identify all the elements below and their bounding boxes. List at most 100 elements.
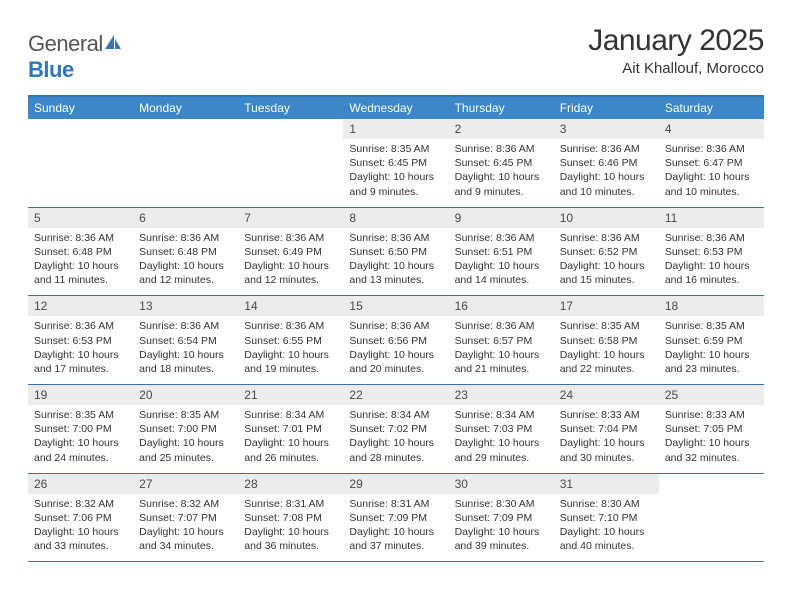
day-cell: 6Sunrise: 8:36 AMSunset: 6:48 PMDaylight… — [133, 208, 238, 296]
daylight-text: Daylight: 10 hours and 23 minutes. — [665, 348, 758, 376]
daylight-text: Daylight: 10 hours and 10 minutes. — [665, 170, 758, 198]
day-details: Sunrise: 8:36 AMSunset: 6:53 PMDaylight:… — [659, 231, 764, 288]
day-number: 9 — [449, 208, 554, 228]
sunrise-text: Sunrise: 8:35 AM — [139, 408, 232, 422]
day-details: Sunrise: 8:36 AMSunset: 6:48 PMDaylight:… — [133, 231, 238, 288]
daylight-text: Daylight: 10 hours and 11 minutes. — [34, 259, 127, 287]
daylight-text: Daylight: 10 hours and 39 minutes. — [455, 525, 548, 553]
sunrise-text: Sunrise: 8:31 AM — [349, 497, 442, 511]
day-details: Sunrise: 8:36 AMSunset: 6:57 PMDaylight:… — [449, 319, 554, 376]
day-cell: 28Sunrise: 8:31 AMSunset: 7:08 PMDayligh… — [238, 474, 343, 562]
day-cell: 19Sunrise: 8:35 AMSunset: 7:00 PMDayligh… — [28, 385, 133, 473]
sunrise-text: Sunrise: 8:34 AM — [244, 408, 337, 422]
day-number: 12 — [28, 296, 133, 316]
day-details: Sunrise: 8:36 AMSunset: 6:55 PMDaylight:… — [238, 319, 343, 376]
day-number: 8 — [343, 208, 448, 228]
day-details: Sunrise: 8:31 AMSunset: 7:08 PMDaylight:… — [238, 497, 343, 554]
day-number: 24 — [554, 385, 659, 405]
daylight-text: Daylight: 10 hours and 36 minutes. — [244, 525, 337, 553]
calendar: Sunday Monday Tuesday Wednesday Thursday… — [28, 95, 764, 562]
day-number: 5 — [28, 208, 133, 228]
day-cell: 24 Sunrise: 8:33 AMSunset: 7:04 PMDayligh… — [554, 385, 659, 473]
sunrise-text: Sunrise: 8:31 AM — [244, 497, 337, 511]
day-number: 30 — [449, 474, 554, 494]
day-number: 7 — [238, 208, 343, 228]
day-number: 21 — [238, 385, 343, 405]
daylight-text: Daylight: 10 hours and 16 minutes. — [665, 259, 758, 287]
daylight-text: Daylight: 10 hours and 10 minutes. — [560, 170, 653, 198]
logo: GeneralBlue — [28, 24, 123, 83]
sunrise-text: Sunrise: 8:36 AM — [349, 231, 442, 245]
sunset-text: Sunset: 7:00 PM — [139, 422, 232, 436]
week-row: 1Sunrise: 8:35 AMSunset: 6:45 PMDaylight… — [28, 119, 764, 208]
sunset-text: Sunset: 7:01 PM — [244, 422, 337, 436]
day-number: 20 — [133, 385, 238, 405]
sunset-text: Sunset: 7:09 PM — [455, 511, 548, 525]
day-cell: 21 Sunrise: 8:34 AMSunset: 7:01 PMDayligh… — [238, 385, 343, 473]
daylight-text: Daylight: 10 hours and 17 minutes. — [34, 348, 127, 376]
sunset-text: Sunset: 7:07 PM — [139, 511, 232, 525]
day-details: Sunrise: 8:34 AMSunset: 7:01 PMDaylight:… — [238, 408, 343, 465]
sunrise-text: Sunrise: 8:36 AM — [34, 319, 127, 333]
week-row: 26Sunrise: 8:32 AMSunset: 7:06 PMDayligh… — [28, 474, 764, 563]
day-cell: 26 Sunrise: 8:32 AMSunset: 7:06 PMDayligh… — [28, 474, 133, 562]
day-details: Sunrise: 8:35 AMSunset: 6:58 PMDaylight:… — [554, 319, 659, 376]
sunrise-text: Sunrise: 8:36 AM — [139, 319, 232, 333]
daylight-text: Daylight: 10 hours and 15 minutes. — [560, 259, 653, 287]
day-number: 26 — [28, 474, 133, 494]
day-cell: 1Sunrise: 8:35 AMSunset: 6:45 PMDaylight… — [343, 119, 448, 207]
day-cell: 3Sunrise: 8:36 AMSunset: 6:46 PMDaylight… — [554, 119, 659, 207]
day-details: Sunrise: 8:36 AMSunset: 6:45 PMDaylight:… — [449, 142, 554, 199]
sunset-text: Sunset: 6:51 PM — [455, 245, 548, 259]
sunset-text: Sunset: 7:06 PM — [34, 511, 127, 525]
weekday-header: Wednesday — [343, 97, 448, 119]
header: GeneralBlue January 2025 Ait Khallouf, M… — [28, 24, 764, 83]
daylight-text: Daylight: 10 hours and 22 minutes. — [560, 348, 653, 376]
sunrise-text: Sunrise: 8:36 AM — [560, 231, 653, 245]
daylight-text: Daylight: 10 hours and 33 minutes. — [34, 525, 127, 553]
week-row: 12 Sunrise: 8:36 AMSunset: 6:53 PMDayligh… — [28, 296, 764, 385]
sunrise-text: Sunrise: 8:35 AM — [560, 319, 653, 333]
logo-text-2: Blue — [28, 57, 74, 82]
day-details: Sunrise: 8:30 AMSunset: 7:09 PMDaylight:… — [449, 497, 554, 554]
sunrise-text: Sunrise: 8:33 AM — [560, 408, 653, 422]
title-block: January 2025 Ait Khallouf, Morocco — [588, 24, 764, 77]
sunset-text: Sunset: 7:08 PM — [244, 511, 337, 525]
sunrise-text: Sunrise: 8:36 AM — [455, 142, 548, 156]
sunset-text: Sunset: 7:05 PM — [665, 422, 758, 436]
day-number: 4 — [659, 119, 764, 139]
day-details: Sunrise: 8:36 AMSunset: 6:53 PMDaylight:… — [28, 319, 133, 376]
day-details: Sunrise: 8:34 AMSunset: 7:03 PMDaylight:… — [449, 408, 554, 465]
day-number: 23 — [449, 385, 554, 405]
sunrise-text: Sunrise: 8:32 AM — [34, 497, 127, 511]
day-cell: 22Sunrise: 8:34 AMSunset: 7:02 PMDayligh… — [343, 385, 448, 473]
daylight-text: Daylight: 10 hours and 25 minutes. — [139, 436, 232, 464]
day-details: Sunrise: 8:32 AMSunset: 7:07 PMDaylight:… — [133, 497, 238, 554]
daylight-text: Daylight: 10 hours and 24 minutes. — [34, 436, 127, 464]
day-number: 31 — [554, 474, 659, 494]
sunrise-text: Sunrise: 8:36 AM — [244, 231, 337, 245]
sunrise-text: Sunrise: 8:36 AM — [455, 319, 548, 333]
day-cell: 25Sunrise: 8:33 AMSunset: 7:05 PMDayligh… — [659, 385, 764, 473]
sunrise-text: Sunrise: 8:34 AM — [455, 408, 548, 422]
weekday-header: Thursday — [449, 97, 554, 119]
day-cell: 7Sunrise: 8:36 AMSunset: 6:49 PMDaylight… — [238, 208, 343, 296]
day-number: 17 — [554, 296, 659, 316]
weekday-header: Sunday — [28, 97, 133, 119]
day-cell: 14Sunrise: 8:36 AMSunset: 6:55 PMDayligh… — [238, 296, 343, 384]
day-details: Sunrise: 8:34 AMSunset: 7:02 PMDaylight:… — [343, 408, 448, 465]
location: Ait Khallouf, Morocco — [588, 60, 764, 77]
day-number: 25 — [659, 385, 764, 405]
sunset-text: Sunset: 7:04 PM — [560, 422, 653, 436]
sunrise-text: Sunrise: 8:34 AM — [349, 408, 442, 422]
day-cell — [238, 119, 343, 207]
day-cell: 29Sunrise: 8:31 AMSunset: 7:09 PMDayligh… — [343, 474, 448, 562]
sunset-text: Sunset: 7:00 PM — [34, 422, 127, 436]
daylight-text: Daylight: 10 hours and 12 minutes. — [139, 259, 232, 287]
daylight-text: Daylight: 10 hours and 19 minutes. — [244, 348, 337, 376]
day-details: Sunrise: 8:36 AMSunset: 6:46 PMDaylight:… — [554, 142, 659, 199]
day-cell: 13Sunrise: 8:36 AMSunset: 6:54 PMDayligh… — [133, 296, 238, 384]
daylight-text: Daylight: 10 hours and 26 minutes. — [244, 436, 337, 464]
day-details: Sunrise: 8:32 AMSunset: 7:06 PMDaylight:… — [28, 497, 133, 554]
day-details: Sunrise: 8:33 AMSunset: 7:04 PMDaylight:… — [554, 408, 659, 465]
